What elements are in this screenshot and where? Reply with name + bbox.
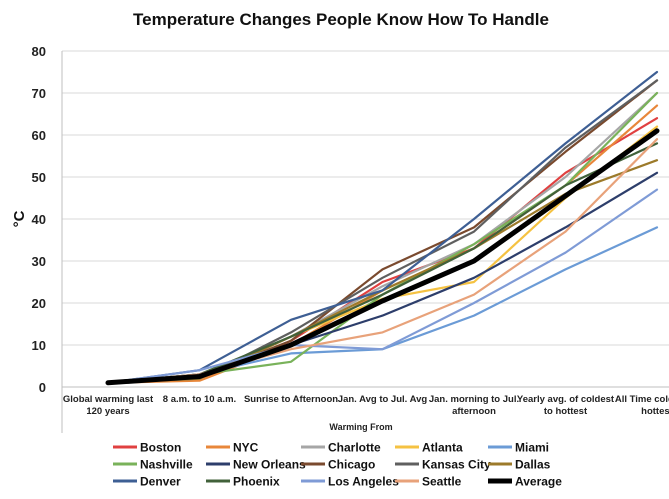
series-line-los-angeles (106, 188, 659, 384)
legend-label: NYC (233, 441, 259, 455)
y-tick-label: 60 (32, 128, 46, 143)
series-line-chicago (106, 79, 659, 384)
series-line-kansas-city (106, 79, 659, 384)
y-tick-label: 30 (32, 254, 46, 269)
y-tick-label: 20 (32, 296, 46, 311)
legend: Boston NYC Charlotte Atlanta Miami Nashville N… (113, 441, 562, 489)
legend-label: Charlotte (328, 441, 381, 455)
series-line-nyc (106, 104, 659, 384)
legend-label: Dallas (515, 458, 551, 472)
x-axis-title: Warming From (329, 422, 392, 432)
x-tick-label: Jan. Avg to Jul. Avg (338, 394, 428, 405)
legend-label: Average (515, 475, 562, 489)
gridlines (62, 50, 669, 346)
legend-label: New Orleans (233, 458, 306, 472)
x-axis-ticks: Global warming last 120 years 8 a.m. to 10… (63, 394, 669, 417)
series-line-atlanta (106, 125, 659, 384)
y-tick-label: 50 (32, 170, 46, 185)
x-tick-label: Jan. morning to Jul. afternoon (429, 394, 519, 417)
y-axis-ticks: 0 10 20 30 40 50 60 70 80 (32, 44, 46, 395)
x-tick-label: Yearly avg. of coldest to hottest (517, 394, 615, 417)
legend-label: Boston (140, 441, 181, 455)
legend-label: Los Angeles (328, 475, 399, 489)
legend-label: Denver (140, 475, 181, 489)
legend-label: Chicago (328, 458, 375, 472)
legend-label: Seattle (422, 475, 462, 489)
legend-label: Phoenix (233, 475, 280, 489)
y-axis-title: °C (11, 210, 28, 227)
series-line-average (105, 128, 660, 386)
legend-label: Kansas City (422, 458, 491, 472)
legend-label: Nashville (140, 458, 193, 472)
series-line-phoenix (106, 142, 659, 384)
series-line-miami (106, 226, 659, 384)
x-tick-label: Sunrise to Afternoon (244, 394, 338, 405)
series-line-denver (106, 70, 659, 384)
x-tick-label: Global warming last 120 years (63, 394, 154, 417)
series-lines (105, 70, 660, 386)
legend-label: Miami (515, 441, 549, 455)
y-tick-label: 70 (32, 86, 46, 101)
legend-label: Atlanta (422, 441, 463, 455)
y-tick-label: 0 (39, 380, 46, 395)
x-tick-label: 8 a.m. to 10 a.m. (163, 394, 236, 405)
y-tick-label: 80 (32, 44, 46, 59)
series-line-boston (106, 117, 659, 384)
chart-title: Temperature Changes People Know How To H… (133, 10, 549, 29)
y-tick-label: 40 (32, 212, 46, 227)
y-tick-label: 10 (32, 338, 46, 353)
